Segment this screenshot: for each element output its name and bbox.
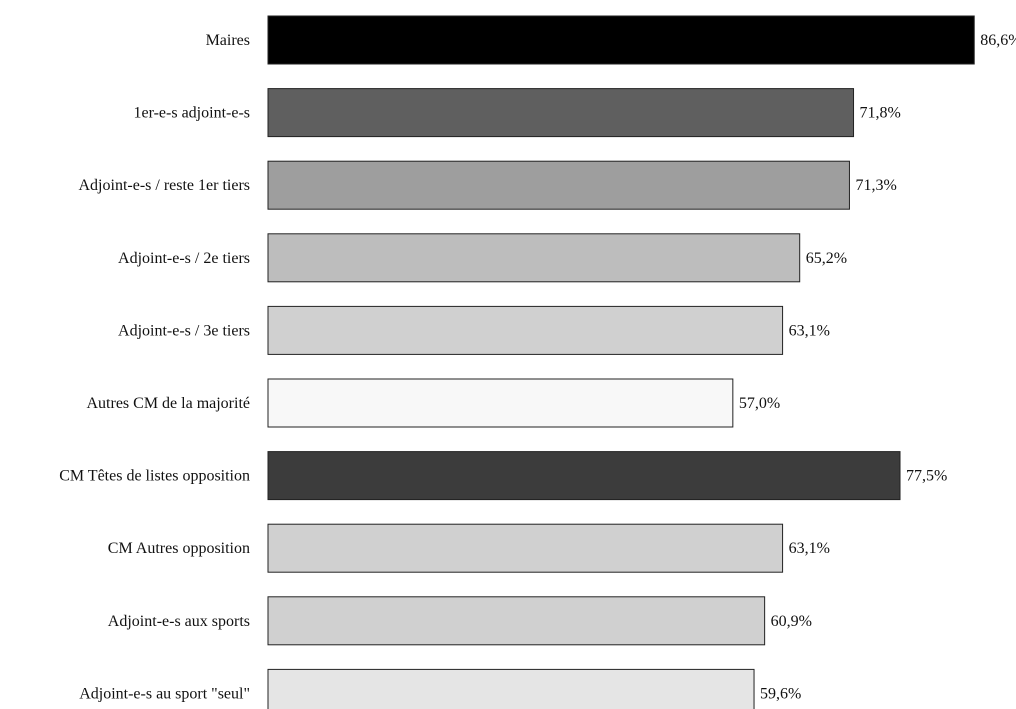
- bars: [267, 15, 975, 709]
- value-label: 86,6%: [980, 32, 1016, 49]
- bar: [267, 523, 784, 573]
- value-label: 57,0%: [739, 395, 780, 412]
- value-label: 63,1%: [789, 322, 830, 339]
- category-label: Autres CM de la majorité: [86, 395, 250, 412]
- bar: [267, 668, 755, 709]
- bar: [267, 88, 855, 138]
- category-label: CM Têtes de listes opposition: [59, 468, 250, 485]
- category-label: CM Autres opposition: [108, 540, 250, 557]
- bar: [267, 596, 766, 646]
- value-labels: 86,6% 71,8% 71,3% 65,2% 63,1% 57,0% 77,5% 63,1%…: [739, 32, 1016, 702]
- value-label: 59,6%: [760, 685, 801, 702]
- bar: [267, 160, 850, 210]
- category-label: Adjoint-e-s aux sports: [108, 613, 250, 630]
- category-label: Adjoint-e-s / reste 1er tiers: [79, 177, 251, 194]
- bar: [267, 378, 734, 428]
- category-label: 1er-e-s adjoint-e-s: [133, 105, 250, 122]
- category-label: Maires: [206, 32, 250, 49]
- value-label: 63,1%: [789, 540, 830, 557]
- value-label: 60,9%: [771, 613, 812, 630]
- value-label: 71,3%: [855, 177, 896, 194]
- bar: [267, 305, 784, 355]
- bar: [267, 15, 975, 65]
- bar: [267, 451, 901, 501]
- category-labels: Maires 1er-e-s adjoint-e-s Adjoint-e-s / r…: [59, 32, 250, 702]
- value-label: 71,8%: [860, 105, 901, 122]
- value-label: 65,2%: [806, 250, 847, 267]
- category-label: Adjoint-e-s / 3e tiers: [118, 322, 250, 339]
- category-label: Adjoint-e-s au sport "seul": [79, 685, 250, 702]
- category-label: Adjoint-e-s / 2e tiers: [118, 250, 250, 267]
- bar: [267, 233, 801, 283]
- value-label: 77,5%: [906, 468, 947, 485]
